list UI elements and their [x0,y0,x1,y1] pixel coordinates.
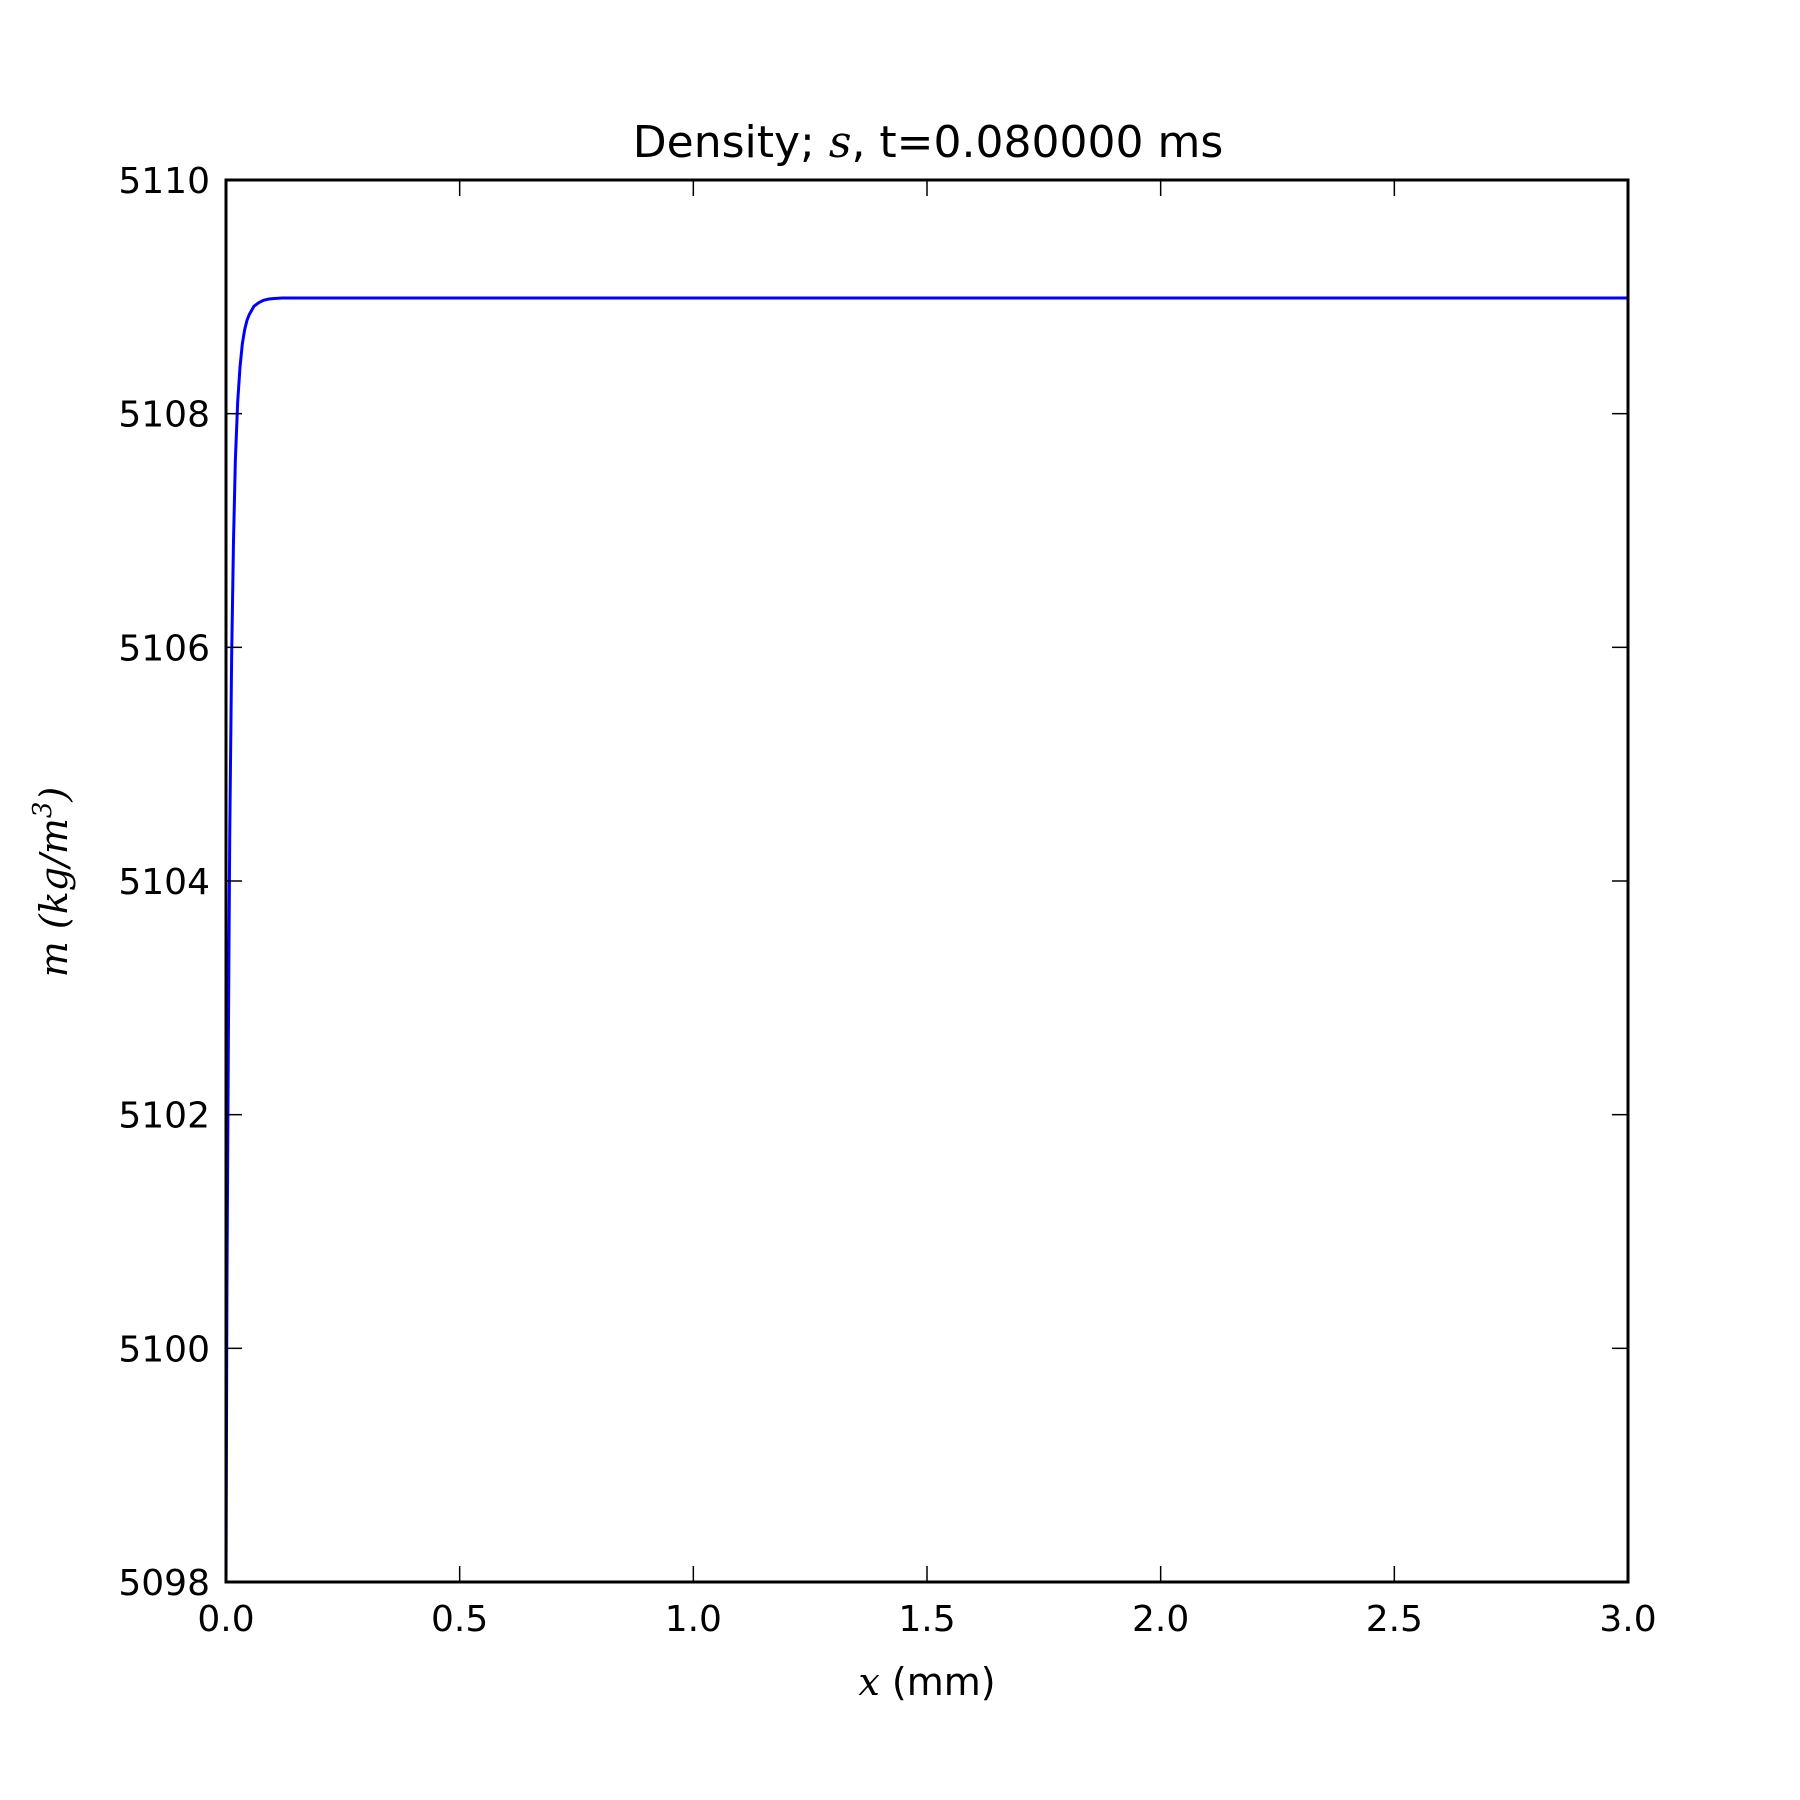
plot-frame [224,178,1630,1584]
x-axis-label-math: x [858,1660,879,1704]
y-tick-label: 5098 [118,1563,210,1604]
x-axis-label-text: (mm) [880,1660,996,1704]
y-tick-label: 5106 [118,628,210,669]
x-tick-label: 0.5 [431,1599,488,1640]
y-axis-label-math: m [32,941,76,977]
density-series-line [224,296,1628,1583]
y-axis-label-close: ) [32,787,76,803]
y-axis-label-space [32,929,76,941]
x-axis-label: x (mm) [858,1660,995,1704]
plot-area [224,296,1628,1583]
y-tick-label: 5110 [118,161,210,202]
y-tick-label: 5102 [118,1096,210,1137]
x-tick-label: 2.0 [1132,1599,1189,1640]
title-prefix: Density; [633,117,829,168]
x-tick-label: 0.0 [197,1599,254,1640]
x-tick-label: 1.0 [665,1599,722,1640]
x-tick-label: 2.5 [1366,1599,1423,1640]
x-tick-label: 1.5 [898,1599,955,1640]
title-math: s [829,117,852,168]
x-axis: 0.0 0.5 1.0 1.5 2.0 2.5 3.0 [197,180,1657,1640]
y-axis-label: m (kg/m3) [28,787,76,978]
y-tick-label: 5108 [118,395,210,436]
chart-title: Density; s, t=0.080000 ms [633,117,1224,168]
y-axis-label-units: (kg/m [32,818,76,929]
x-tick-label: 3.0 [1599,1599,1656,1640]
y-tick-label: 5104 [118,862,210,903]
title-suffix: , t=0.080000 ms [851,117,1223,168]
y-axis-label-exponent: 3 [28,802,58,819]
y-axis: 5098 5100 5102 5104 5106 5108 5110 [118,161,1628,1604]
y-tick-label: 5100 [118,1329,210,1370]
